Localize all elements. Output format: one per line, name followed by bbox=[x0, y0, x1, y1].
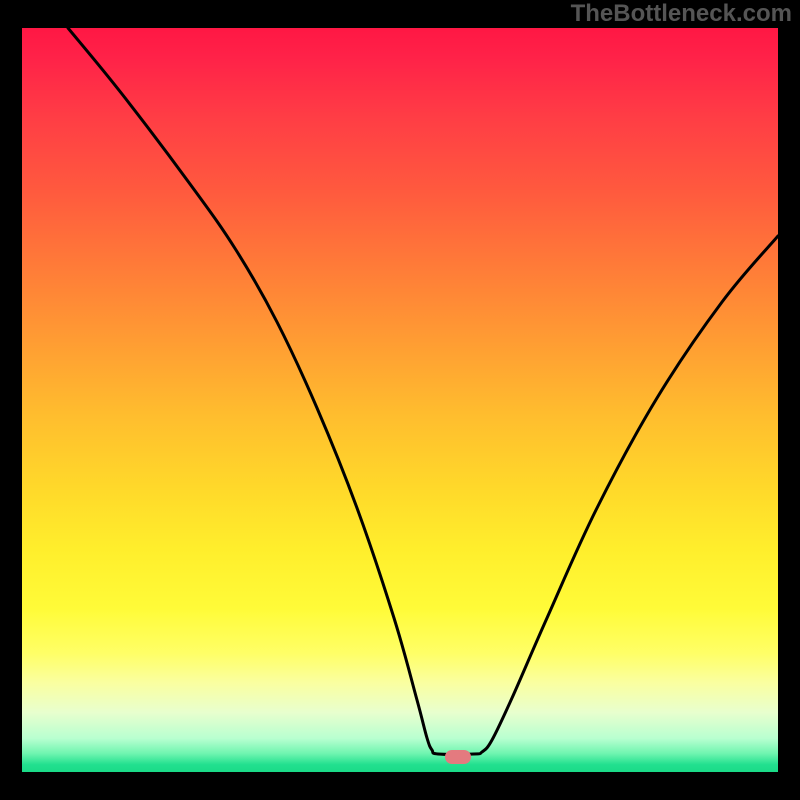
plot-area bbox=[22, 28, 778, 772]
optimum-marker bbox=[445, 750, 471, 764]
bottleneck-curve bbox=[22, 28, 778, 772]
watermark-text: TheBottleneck.com bbox=[571, 0, 796, 28]
chart-frame: TheBottleneck.com bbox=[0, 0, 800, 800]
